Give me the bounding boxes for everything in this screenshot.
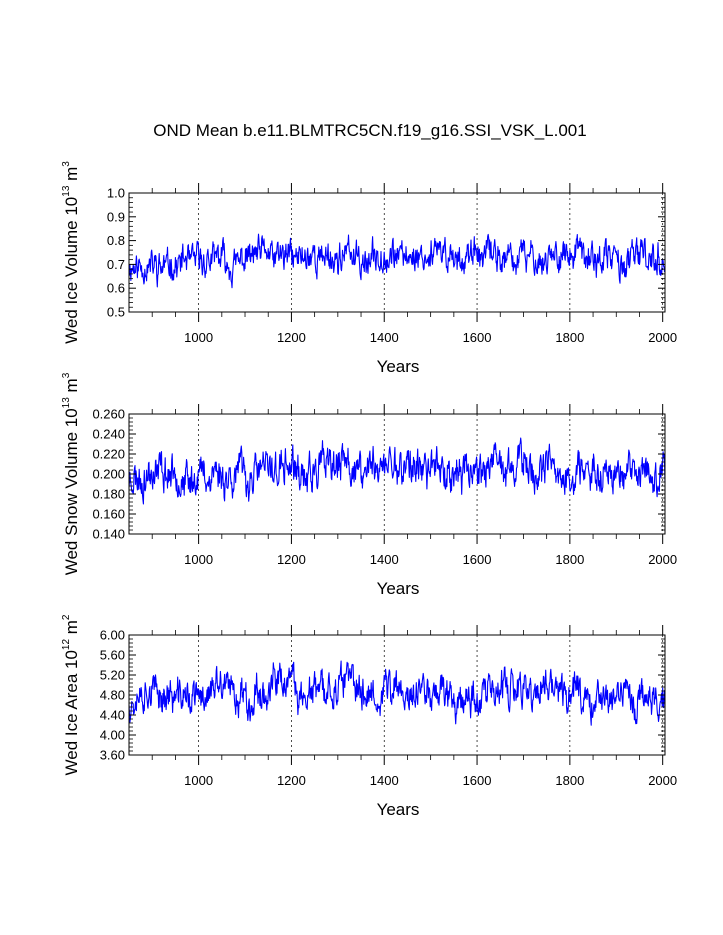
y-tick-label: 0.9 xyxy=(107,209,125,224)
x-axis-title: Years xyxy=(377,357,420,376)
x-tick-label: 2000 xyxy=(648,330,677,345)
x-tick-label: 1000 xyxy=(184,552,213,567)
y-tick-label: 0.140 xyxy=(92,527,125,542)
y-tick-label: 5.60 xyxy=(100,648,125,663)
series-line xyxy=(128,660,666,726)
figure-title: OND Mean b.e11.BLMTRC5CN.f19_g16.SSI_VSK… xyxy=(153,121,586,140)
y-axis-title-unit: m xyxy=(62,378,81,397)
x-tick-label: 1600 xyxy=(463,552,492,567)
chart-panel-3: 3.60 4.00 4.40 4.80 5.20 5.60 6.00 1000 1200 1400… xyxy=(61,614,677,819)
y-tick-label: 6.00 xyxy=(100,628,125,643)
y-tick-label: 0.200 xyxy=(92,467,125,482)
y-tick-label: 1.0 xyxy=(107,186,125,201)
x-tick-label: 1600 xyxy=(463,330,492,345)
x-tick-label: 2000 xyxy=(648,552,677,567)
y-axis-title: Wed Snow Volume 1013 m3 xyxy=(61,372,81,575)
x-tick-label: 1800 xyxy=(555,330,584,345)
y-tick-label: 4.40 xyxy=(100,708,125,723)
x-tick-label: 1200 xyxy=(277,552,306,567)
y-axis-title: Wed Ice Area 1012 m2 xyxy=(61,614,81,775)
y-axis-title-text: Wed Ice Volume 10 xyxy=(62,197,81,344)
y-tick-label: 0.5 xyxy=(107,305,125,320)
y-tick-label: 0.8 xyxy=(107,233,125,248)
y-tick-label: 0.240 xyxy=(92,427,125,442)
x-tick-label: 1400 xyxy=(370,773,399,788)
series-line xyxy=(128,233,666,289)
chart-panel-1: 0.5 0.6 0.7 0.8 0.9 1.0 1000 1200 1400 1600 1800 20… xyxy=(61,161,677,376)
x-tick-label: 2000 xyxy=(648,773,677,788)
x-axis-title: Years xyxy=(377,579,420,598)
y-tick-label: 0.6 xyxy=(107,281,125,296)
y-tick-label: 5.20 xyxy=(100,668,125,683)
series-line xyxy=(128,437,666,505)
y-tick-label: 0.260 xyxy=(92,407,125,422)
y-tick-label: 0.160 xyxy=(92,507,125,522)
y-axis-title-exponent: 12 xyxy=(61,639,72,651)
y-axis-title-text: Wed Snow Volume 10 xyxy=(62,408,81,575)
y-axis-title-text: Wed Ice Area 10 xyxy=(62,650,81,775)
x-tick-label: 1400 xyxy=(370,330,399,345)
chart-panel-2: 0.140 0.160 0.180 0.200 0.220 0.240 0.260 1000 1… xyxy=(61,372,677,598)
x-tick-label: 1000 xyxy=(184,330,213,345)
x-axis-title: Years xyxy=(377,800,420,819)
x-tick-label: 1000 xyxy=(184,773,213,788)
y-tick-label: 0.180 xyxy=(92,487,125,502)
x-tick-label: 1400 xyxy=(370,552,399,567)
y-tick-label: 4.00 xyxy=(100,728,125,743)
x-tick-label: 1600 xyxy=(463,773,492,788)
x-tick-label: 1800 xyxy=(555,552,584,567)
y-tick-label: 3.60 xyxy=(100,748,125,763)
y-axis-title-unit: m xyxy=(62,167,81,186)
y-axis-title-unit-exponent: 3 xyxy=(61,161,72,167)
y-tick-label: 4.80 xyxy=(100,688,125,703)
x-tick-label: 1200 xyxy=(277,773,306,788)
x-tick-label: 1200 xyxy=(277,330,306,345)
y-axis-title: Wed Ice Volume 1013 m3 xyxy=(61,161,81,344)
y-tick-label: 0.7 xyxy=(107,257,125,272)
plot-frame xyxy=(128,192,666,313)
x-tick-label: 1800 xyxy=(555,773,584,788)
y-axis-title-unit-exponent: 2 xyxy=(61,614,72,620)
y-axis-title-unit: m xyxy=(62,620,81,639)
y-axis-title-exponent: 13 xyxy=(61,397,72,409)
y-axis-title-exponent: 13 xyxy=(61,185,72,197)
y-axis-title-unit-exponent: 3 xyxy=(61,372,72,378)
y-tick-label: 0.220 xyxy=(92,447,125,462)
